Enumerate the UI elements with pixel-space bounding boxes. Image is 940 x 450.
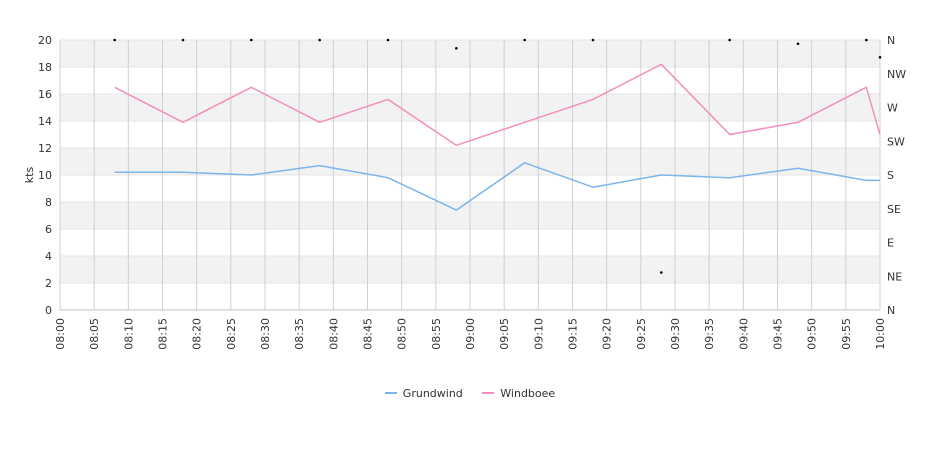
direction-point xyxy=(660,271,663,274)
legend-swatch-grundwind xyxy=(384,392,397,394)
y2-tick-label: S xyxy=(887,169,894,182)
y2-tick-label: SW xyxy=(887,135,905,148)
x-tick-label: 09:25 xyxy=(635,318,648,350)
y-axis-label: kts xyxy=(23,167,36,184)
legend-label-grundwind: Grundwind xyxy=(402,386,463,400)
y-tick-label: 18 xyxy=(38,61,52,74)
y-tick-label: 12 xyxy=(38,142,52,155)
x-tick-label: 08:50 xyxy=(396,318,409,350)
direction-point xyxy=(865,38,868,42)
x-tick-label: 08:00 xyxy=(54,318,67,350)
y2-tick-label: NE xyxy=(887,270,902,283)
x-tick-label: 08:30 xyxy=(259,318,272,350)
direction-point xyxy=(455,46,458,50)
x-tick-label: 09:15 xyxy=(567,318,580,350)
x-tick-label: 08:40 xyxy=(327,318,340,350)
y-tick-label: 2 xyxy=(45,277,52,290)
direction-point xyxy=(318,38,321,42)
direction-point xyxy=(878,55,882,59)
x-tick-label: 09:40 xyxy=(737,318,750,350)
y2-tick-label: N xyxy=(887,304,895,317)
y-tick-label: 16 xyxy=(38,88,52,101)
x-tick-label: 08:25 xyxy=(225,318,238,350)
chart-svg: 0 2 4 6 8 10 12 14 16 18 20 kts N NE E SE S SW W NW N 08:00 08… xyxy=(23,34,906,350)
x-tick-label: 08:20 xyxy=(191,318,204,350)
x-tick-label: 09:30 xyxy=(669,318,682,350)
y-tick-label: 0 xyxy=(45,304,52,317)
direction-point xyxy=(181,38,185,42)
x-tick-label: 09:20 xyxy=(601,318,614,350)
y-tick-label: 8 xyxy=(45,196,52,209)
legend-item-windboee[interactable]: Windboee xyxy=(482,387,555,400)
y2-tick-label: E xyxy=(887,237,894,250)
x-tick-label: 09:35 xyxy=(703,318,716,350)
y2-tick-label: SE xyxy=(887,203,901,216)
direction-point xyxy=(113,38,116,42)
x-tick-label: 09:00 xyxy=(464,318,477,350)
x-tick-label: 09:45 xyxy=(772,318,785,350)
legend-item-grundwind[interactable]: Grundwind xyxy=(384,386,463,400)
x-tick-label: 09:10 xyxy=(532,318,545,350)
direction-point xyxy=(796,42,800,46)
y-tick-label: 6 xyxy=(45,223,52,236)
direction-point xyxy=(591,38,595,42)
y2-tick-label: N xyxy=(887,34,895,47)
y-tick-label: 10 xyxy=(38,169,52,182)
y-tick-label: 4 xyxy=(45,250,52,263)
x-tick-label: 08:35 xyxy=(293,318,306,350)
x-tick-label: 09:50 xyxy=(806,318,819,350)
legend: Grundwind Windboee xyxy=(0,384,940,400)
legend-swatch-windboee xyxy=(482,392,495,394)
x-tick-label: 10:00 xyxy=(874,318,887,350)
y-tick-label: 20 xyxy=(38,34,52,47)
direction-point xyxy=(386,38,390,42)
direction-point xyxy=(728,38,731,42)
series-line-grundwind[interactable] xyxy=(114,162,880,211)
x-tick-label: 09:55 xyxy=(840,318,853,350)
y2-tick-label: W xyxy=(887,102,898,115)
x-tick-label: 08:45 xyxy=(362,318,375,350)
x-tick-label: 08:55 xyxy=(430,318,443,350)
direction-point xyxy=(523,38,526,42)
x-tick-label: 08:05 xyxy=(88,318,101,350)
legend-label-windboee: Windboee xyxy=(500,386,556,400)
x-tick-label: 09:05 xyxy=(498,318,511,350)
y2-tick-label: NW xyxy=(887,68,906,81)
series-line-windboee[interactable] xyxy=(114,63,881,147)
x-tick-label: 08:15 xyxy=(157,318,170,350)
direction-point xyxy=(250,38,253,42)
x-tick-label: 08:10 xyxy=(122,318,135,350)
y-tick-label: 14 xyxy=(38,115,52,128)
